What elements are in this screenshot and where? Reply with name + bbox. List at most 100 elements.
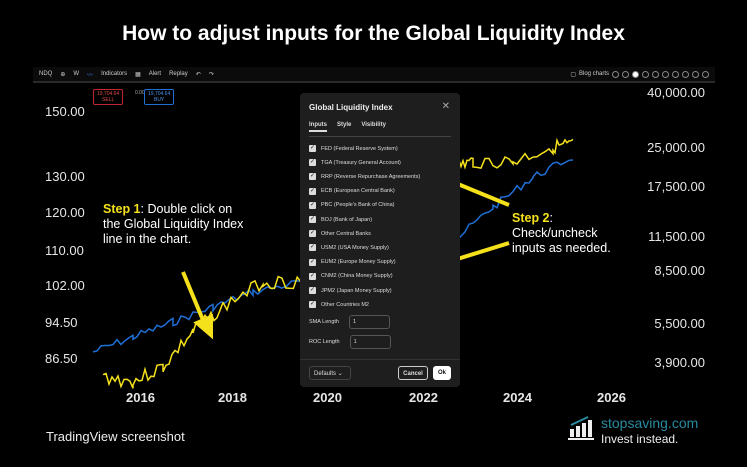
- toolbar-circle-button[interactable]: [702, 70, 709, 78]
- redo-icon[interactable]: ↷: [208, 71, 214, 78]
- chart-type-icon[interactable]: 〰: [87, 72, 94, 79]
- input-checkbox-row[interactable]: ✓ JPM2 (Japan Money Supply): [309, 287, 392, 294]
- checkbox-label: EUM2 (Europe Money Supply): [321, 259, 396, 266]
- toolbar-circle-button[interactable]: [622, 70, 629, 78]
- alert-button[interactable]: Alert: [148, 71, 162, 77]
- checkbox[interactable]: ✓: [309, 145, 316, 152]
- add-symbol-icon[interactable]: ⊕: [60, 71, 66, 78]
- input-checkbox-row[interactable]: ✓ TGA (Treasury General Account): [309, 159, 401, 167]
- toolbar-circle-button[interactable]: [662, 70, 669, 78]
- defaults-label: Defaults: [314, 371, 337, 377]
- templates-icon[interactable]: ▦: [135, 71, 141, 78]
- checkbox[interactable]: ✓: [309, 272, 316, 280]
- ok-button[interactable]: Ok: [433, 366, 451, 380]
- bar-chart-logo-icon: [568, 416, 594, 440]
- logo-tagline: Invest instead.: [601, 432, 679, 446]
- step2-text: : Check/uncheck inputs as needed.: [512, 211, 611, 255]
- checkbox-label: PBC (People's Bank of China): [321, 202, 395, 209]
- left-axis-label: 120.00: [45, 205, 85, 220]
- input-checkbox-row[interactable]: ✓ EUM2 (Europe Money Supply): [309, 258, 396, 266]
- right-axis-label: 25,000.00: [647, 140, 705, 155]
- input-checkbox-row[interactable]: ✓ Other Countries M2: [309, 301, 369, 309]
- checkbox-label: CNM2 (China Money Supply): [321, 273, 393, 280]
- tab-visibility[interactable]: Visibility: [361, 122, 386, 128]
- checkbox-label: Other Countries M2: [321, 301, 369, 308]
- checkbox-label: ECB (European Central Bank): [321, 188, 395, 195]
- checkbox-label: Other Central Banks: [321, 230, 371, 237]
- sell-price-button[interactable]: 19,704.64 SELL: [93, 89, 124, 105]
- toolbar-circle-button[interactable]: [672, 70, 679, 78]
- tab-inputs[interactable]: Inputs: [309, 122, 327, 132]
- checkbox-label: TGA (Treasury General Account): [321, 159, 401, 166]
- checkbox-label: RRP (Reverse Repurchase Agreements): [321, 173, 421, 180]
- undo-icon[interactable]: ↶: [195, 71, 201, 78]
- indicators-button[interactable]: Indicators: [101, 71, 128, 77]
- input-checkbox-row[interactable]: ✓ BOJ (Bank of Japan): [309, 216, 372, 223]
- checkbox[interactable]: ✓: [309, 159, 316, 167]
- input-checkbox-row[interactable]: ✓ CNM2 (China Money Supply): [309, 272, 393, 280]
- checkbox[interactable]: ✓: [309, 287, 316, 294]
- toolbar-circle-button[interactable]: [682, 70, 689, 78]
- close-icon[interactable]: ✕: [441, 101, 450, 112]
- x-axis-label: 2020: [313, 390, 342, 405]
- sell-label: SELL: [102, 97, 115, 103]
- input-checkbox-row[interactable]: ✓ Other Central Banks: [309, 230, 371, 238]
- input-checkbox-row[interactable]: ✓ USM2 (USA Money Supply): [309, 244, 389, 252]
- defaults-dropdown[interactable]: Defaults ⌄: [309, 366, 351, 380]
- cancel-button[interactable]: Cancel: [398, 366, 428, 380]
- left-axis-label: 150.00: [45, 104, 85, 119]
- checkbox[interactable]: ✓: [309, 201, 316, 209]
- input-checkbox-row[interactable]: ✓ PBC (People's Bank of China): [309, 201, 395, 209]
- input-checkbox-row[interactable]: ✓ RRP (Reverse Repurchase Agreements): [309, 173, 421, 181]
- checkbox[interactable]: ✓: [309, 173, 316, 181]
- checkbox[interactable]: ✓: [309, 216, 316, 223]
- checkbox[interactable]: ✓: [309, 230, 316, 238]
- toolbar-circle-button[interactable]: [642, 70, 649, 78]
- step1-annotation: Step 1: Double click on the Global Liqui…: [103, 202, 253, 247]
- indicator-settings-dialog: Global Liquidity Index ✕ Inputs Style Vi…: [300, 93, 460, 387]
- step1-heading: Step 1: [103, 202, 141, 216]
- left-axis-label: 86.50: [45, 351, 78, 366]
- left-axis-label: 130.00: [45, 169, 85, 184]
- stopsaving-logo: stopsaving.com Invest instead.: [568, 415, 698, 446]
- x-axis-label: 2022: [409, 390, 438, 405]
- checkbox[interactable]: ✓: [309, 258, 316, 266]
- dialog-footer: [300, 359, 460, 360]
- right-axis-label: 5,500.00: [654, 316, 705, 331]
- page-title: How to adjust inputs for the Global Liqu…: [122, 22, 625, 45]
- input-checkbox-row[interactable]: ✓ ECB (European Central Bank): [309, 187, 395, 195]
- tab-style[interactable]: Style: [337, 122, 352, 128]
- toolbar-circle-button[interactable]: [692, 70, 699, 78]
- input-checkbox-row[interactable]: ✓ FED (Federal Reserve System): [309, 145, 398, 152]
- step1-text: : Double click on the Global Liquidity I…: [103, 202, 244, 246]
- symbol-search[interactable]: NDQ: [39, 71, 53, 77]
- right-axis-label: 40,000.00: [647, 85, 705, 100]
- checkbox[interactable]: ✓: [309, 187, 316, 195]
- checkbox[interactable]: ✓: [309, 244, 316, 252]
- layout-icon[interactable]: ▢: [570, 71, 576, 78]
- sma-length-input[interactable]: [348, 315, 390, 329]
- right-axis-label: 3,900.00: [654, 355, 705, 370]
- toolbar-circle-button[interactable]: [632, 70, 639, 78]
- x-axis-label: 2018: [218, 390, 247, 405]
- buy-price: 19,704.64: [148, 91, 171, 97]
- dialog-title: Global Liquidity Index: [309, 103, 393, 112]
- left-axis-label: 110.00: [45, 243, 84, 258]
- x-axis-label: 2026: [597, 390, 626, 405]
- left-axis-label: 94.50: [45, 315, 78, 330]
- step2-arrow-lower: [450, 241, 510, 263]
- layout-button[interactable]: Blog charts: [578, 71, 609, 77]
- toolbar-circle-button[interactable]: [652, 70, 659, 78]
- sell-price: 19,704.64: [97, 91, 120, 97]
- x-axis-label: 2016: [126, 390, 155, 405]
- roc-length-input[interactable]: [349, 335, 391, 349]
- checkbox[interactable]: ✓: [309, 301, 316, 309]
- checkbox-label: BOJ (Bank of Japan): [321, 216, 373, 223]
- interval-button[interactable]: W: [73, 71, 80, 77]
- buy-price-button[interactable]: 19,704.64 BUY: [144, 89, 175, 105]
- logo-name: stopsaving.com: [601, 415, 699, 431]
- toolbar-circle-button[interactable]: [612, 70, 619, 78]
- checkbox-label: JPM2 (Japan Money Supply): [321, 287, 392, 294]
- buy-label: BUY: [153, 97, 165, 103]
- replay-button[interactable]: Replay: [169, 71, 188, 77]
